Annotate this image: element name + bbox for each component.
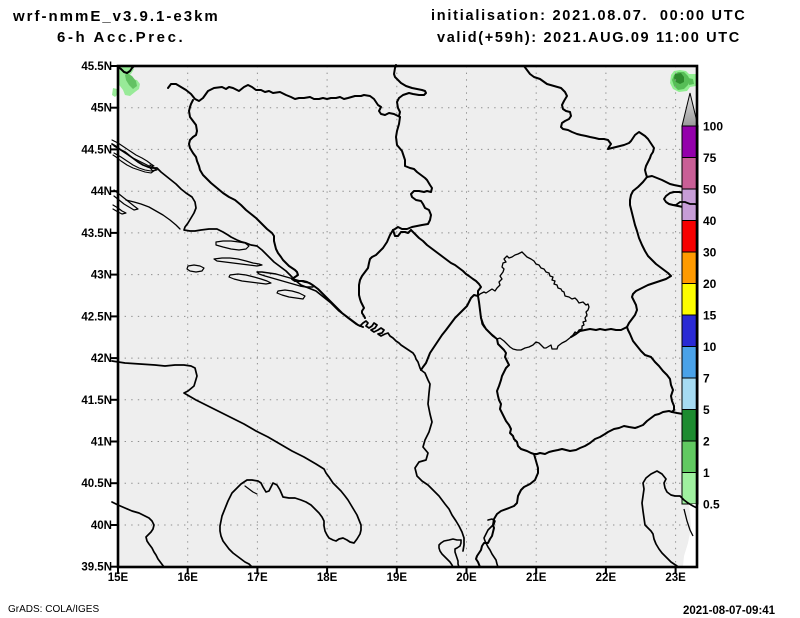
svg-text:50: 50 [703,183,717,197]
svg-text:75: 75 [703,151,717,165]
svg-text:23E: 23E [665,572,686,584]
svg-text:1: 1 [703,466,710,480]
svg-text:100: 100 [703,120,723,134]
svg-text:30: 30 [703,246,717,260]
svg-text:21E: 21E [526,572,547,584]
svg-text:17E: 17E [247,572,268,584]
svg-text:45N: 45N [91,103,112,115]
svg-text:44N: 44N [91,186,112,198]
svg-text:15E: 15E [108,572,129,584]
svg-text:41.5N: 41.5N [81,395,112,407]
svg-text:20E: 20E [456,572,477,584]
svg-text:45.5N: 45.5N [81,61,112,73]
svg-text:2021-08-07-09:41: 2021-08-07-09:41 [683,605,776,617]
svg-text:43N: 43N [91,270,112,282]
svg-text:20: 20 [703,277,717,291]
svg-text:7: 7 [703,372,710,386]
svg-text:initialisation: 2021.08.07. 0: initialisation: 2021.08.07. 00:00 UTC [431,8,747,24]
svg-text:2: 2 [703,435,710,449]
svg-text:10: 10 [703,340,717,354]
svg-text:44.5N: 44.5N [81,144,112,156]
svg-text:22E: 22E [596,572,617,584]
svg-text:valid(+59h): 2021.AUG.09 11:00: valid(+59h): 2021.AUG.09 11:00 UTC [437,30,741,46]
svg-text:16E: 16E [177,572,198,584]
svg-text:42.5N: 42.5N [81,311,112,323]
svg-text:18E: 18E [317,572,338,584]
svg-text:41N: 41N [91,437,112,449]
svg-text:42N: 42N [91,353,112,365]
svg-text:5: 5 [703,403,710,417]
svg-text:0.5: 0.5 [703,498,720,512]
svg-text:40.5N: 40.5N [81,478,112,490]
svg-text:wrf-nmmE_v3.9.1-e3km: wrf-nmmE_v3.9.1-e3km [12,8,220,25]
svg-text:6-h Acc.Prec.: 6-h Acc.Prec. [57,29,185,46]
svg-text:15: 15 [703,309,717,323]
svg-text:GrADS: COLA/IGES: GrADS: COLA/IGES [8,604,99,615]
svg-text:19E: 19E [387,572,408,584]
svg-text:40N: 40N [91,520,112,532]
svg-text:43.5N: 43.5N [81,228,112,240]
svg-text:39.5N: 39.5N [81,562,112,574]
svg-text:40: 40 [703,214,717,228]
